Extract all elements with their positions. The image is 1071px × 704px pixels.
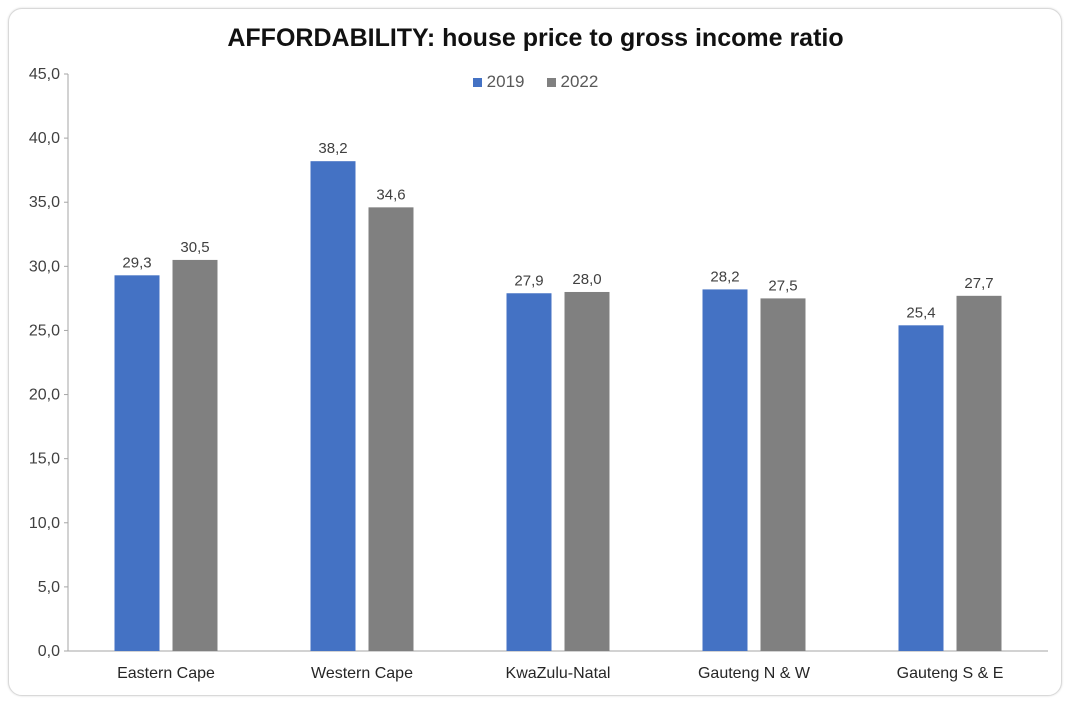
bar bbox=[564, 291, 610, 651]
y-tick-label: 45,0 bbox=[29, 66, 60, 83]
y-tick-label: 0,0 bbox=[38, 643, 60, 660]
bar bbox=[172, 259, 218, 651]
y-tick-label: 15,0 bbox=[29, 451, 60, 468]
x-tick-label: KwaZulu-Natal bbox=[506, 665, 611, 682]
data-label: 28,2 bbox=[710, 268, 739, 285]
bar bbox=[898, 325, 944, 651]
y-tick-label: 10,0 bbox=[29, 515, 60, 532]
y-tick-label: 30,0 bbox=[29, 258, 60, 275]
legend-label-2022: 2022 bbox=[560, 72, 599, 91]
bar bbox=[368, 207, 414, 651]
y-tick-label: 5,0 bbox=[38, 579, 60, 596]
data-label: 28,0 bbox=[572, 271, 601, 288]
bar bbox=[702, 289, 748, 651]
y-tick-label: 35,0 bbox=[29, 194, 60, 211]
data-label: 25,4 bbox=[906, 304, 935, 321]
x-tick-label: Western Cape bbox=[311, 665, 413, 682]
x-tick-label: Gauteng S & E bbox=[897, 665, 1004, 682]
data-label: 29,3 bbox=[122, 254, 151, 271]
data-label: 30,5 bbox=[180, 239, 209, 256]
chart-title: AFFORDABILITY: house price to gross inco… bbox=[227, 24, 844, 52]
legend-swatch-2019 bbox=[472, 77, 482, 87]
bar bbox=[956, 295, 1002, 651]
y-tick-label: 25,0 bbox=[29, 322, 60, 339]
x-tick-label: Gauteng N & W bbox=[698, 665, 811, 682]
data-label: 27,7 bbox=[964, 275, 993, 292]
data-label: 27,9 bbox=[514, 272, 543, 289]
legend-item-2022: 2022 bbox=[546, 72, 599, 92]
y-tick-label: 40,0 bbox=[29, 130, 60, 147]
bar bbox=[760, 298, 806, 651]
bar bbox=[506, 293, 552, 651]
y-tick-label: 20,0 bbox=[29, 387, 60, 404]
data-label: 38,2 bbox=[318, 140, 347, 157]
data-label: 27,5 bbox=[768, 277, 797, 294]
legend-swatch-2022 bbox=[546, 77, 556, 87]
bar bbox=[310, 161, 356, 652]
data-label: 34,6 bbox=[376, 186, 405, 203]
legend-label-2019: 2019 bbox=[486, 72, 525, 91]
legend-item-2019: 2019 bbox=[472, 72, 525, 92]
x-tick-label: Eastern Cape bbox=[117, 665, 215, 682]
bar bbox=[114, 275, 160, 651]
chart-legend: 2019 2022 bbox=[0, 72, 1071, 92]
